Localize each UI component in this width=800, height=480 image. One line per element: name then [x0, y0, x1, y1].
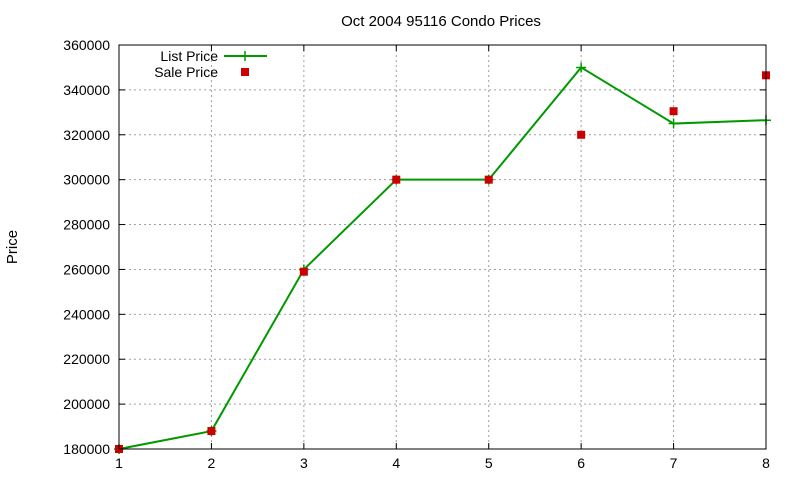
legend-label: List Price — [160, 48, 218, 64]
data-series — [114, 62, 771, 454]
legend-label: Sale Price — [154, 64, 218, 80]
data-point — [668, 118, 679, 129]
data-point — [392, 175, 401, 184]
axis-ticks: 180000 200000 220000 240000 260000 280000 3000… — [63, 37, 770, 471]
y-tick-label: 200000 — [63, 396, 110, 412]
x-tick-label: 7 — [670, 455, 678, 471]
legend-marker — [240, 51, 250, 61]
y-tick-label: 260000 — [63, 261, 110, 277]
x-tick-label: 6 — [577, 455, 585, 471]
y-tick-label: 300000 — [63, 172, 110, 188]
chart-title: Oct 2004 95116 Condo Prices — [341, 13, 541, 30]
data-point — [576, 62, 587, 73]
y-tick-label: 240000 — [63, 306, 110, 322]
x-tick-label: 5 — [485, 455, 493, 471]
y-tick-label: 340000 — [63, 82, 110, 98]
x-tick-label: 2 — [208, 455, 216, 471]
x-tick-label: 8 — [762, 455, 770, 471]
y-tick-label: 360000 — [63, 37, 110, 53]
series-line — [118, 66, 767, 450]
x-tick-label: 3 — [300, 455, 308, 471]
y-tick-label: 320000 — [63, 127, 110, 143]
x-tick-label: 1 — [115, 455, 123, 471]
data-point — [484, 175, 493, 184]
y-tick-label: 280000 — [63, 217, 110, 233]
y-axis-label: Price — [4, 230, 21, 264]
y-tick-label: 220000 — [63, 351, 110, 367]
data-point — [577, 130, 586, 139]
x-tick-label: 4 — [392, 455, 400, 471]
data-point — [299, 267, 308, 276]
legend-marker — [241, 68, 249, 76]
plot-frame — [118, 44, 767, 450]
series-sale-price — [115, 71, 770, 453]
series-list-price — [114, 62, 771, 454]
grid-lines — [119, 45, 766, 449]
data-point — [207, 427, 216, 436]
y-tick-label: 180000 — [63, 441, 110, 457]
data-point — [669, 107, 678, 116]
